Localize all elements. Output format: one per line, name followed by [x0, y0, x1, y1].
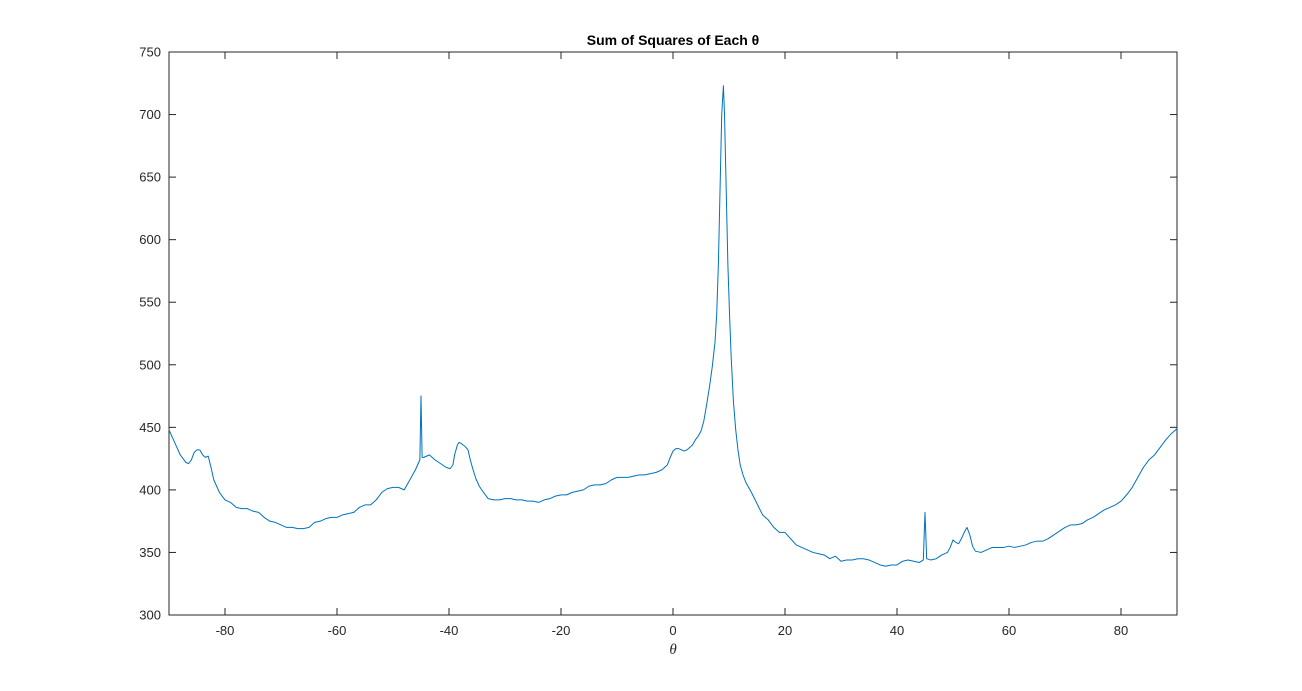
- y-tick-label: 450: [139, 420, 161, 435]
- axis-tick-labels: -80 -60 -40 -20 0 20 40 60 80 300 350 400 450 500 550 6…: [139, 45, 1128, 639]
- y-tick-label: 500: [139, 357, 161, 372]
- x-tick-label: 60: [1002, 623, 1016, 638]
- x-tick-label: -20: [552, 623, 571, 638]
- x-tick-label: 20: [778, 623, 792, 638]
- x-tick-label: -40: [440, 623, 459, 638]
- chart-title: Sum of Squares of Each θ: [587, 32, 760, 48]
- y-tick-label: 750: [139, 45, 161, 60]
- y-tick-label: 350: [139, 545, 161, 560]
- y-tick-label: 300: [139, 608, 161, 623]
- x-tick-label: 80: [1114, 623, 1128, 638]
- x-tick-label: 40: [890, 623, 904, 638]
- y-tick-label: 400: [139, 482, 161, 497]
- y-tick-label: 550: [139, 295, 161, 310]
- y-tick-label: 600: [139, 232, 161, 247]
- x-tick-label: 0: [669, 623, 676, 638]
- series-line-0: [168, 85, 1178, 567]
- y-tick-label: 700: [139, 107, 161, 122]
- x-tick-label: -80: [216, 623, 235, 638]
- plot-area: [168, 51, 1178, 616]
- x-tick-label: -60: [328, 623, 347, 638]
- series-layer: [168, 85, 1178, 567]
- x-axis-label: θ: [669, 642, 677, 658]
- y-tick-label: 650: [139, 170, 161, 185]
- axis-ticks: [169, 51, 1177, 616]
